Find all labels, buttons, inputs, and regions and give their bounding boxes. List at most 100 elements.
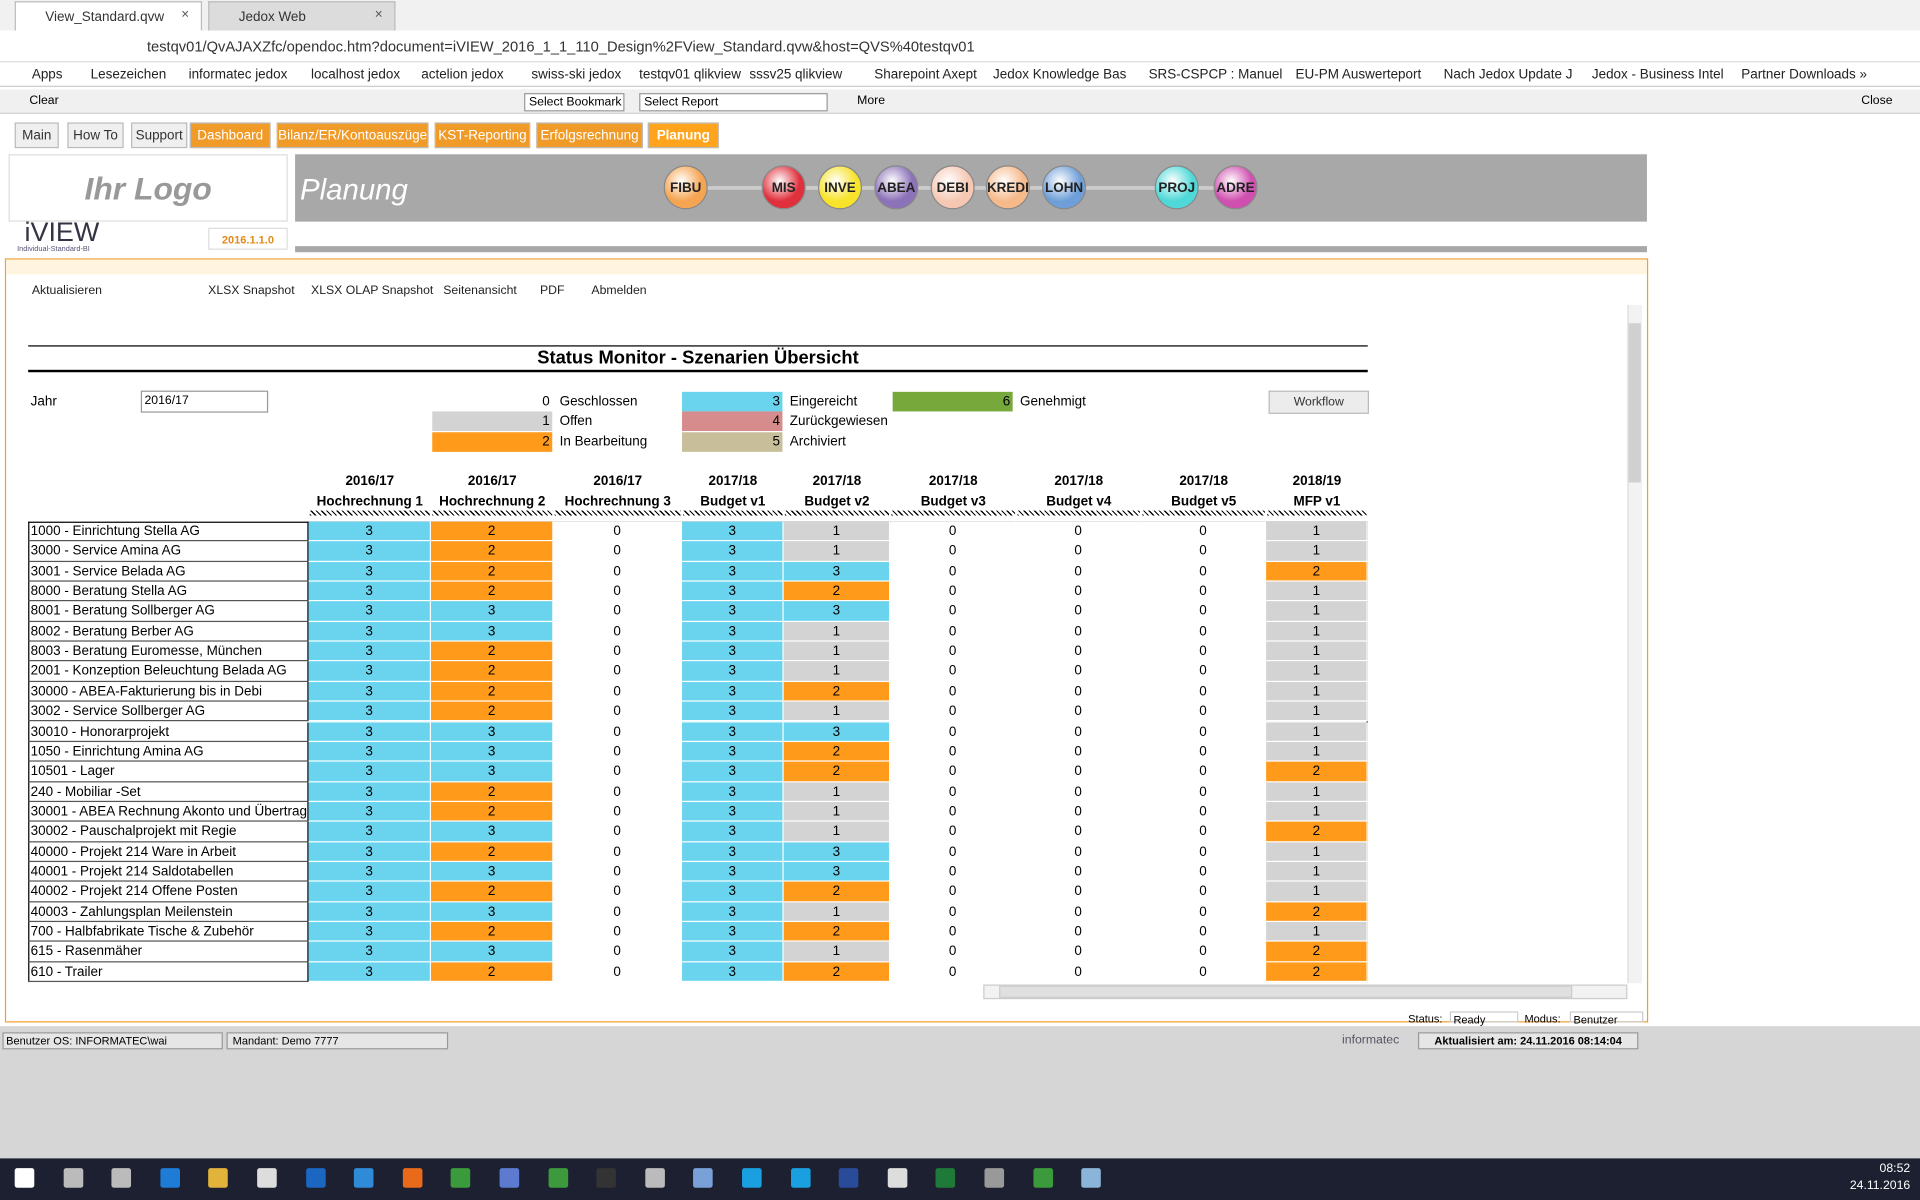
more-button[interactable]: More xyxy=(857,94,886,108)
close-button[interactable]: Close xyxy=(1861,94,1893,108)
status-cell: 2 xyxy=(1266,962,1368,983)
row-name: 30002 - Pauschalprojekt mit Regie xyxy=(28,821,309,842)
toolbar-button[interactable]: PDF xyxy=(540,284,565,298)
workflow-button[interactable]: Workflow xyxy=(1268,390,1369,414)
taskbar-icon[interactable] xyxy=(451,1168,471,1188)
status-cell: 0 xyxy=(1016,701,1142,722)
row-name: 8000 - Beratung Stella AG xyxy=(28,581,309,602)
toolbar-button[interactable]: Abmelden xyxy=(591,284,647,298)
status-cell: 0 xyxy=(890,581,1017,602)
bookmark[interactable]: informatec jedox xyxy=(188,67,288,83)
company-logo: informatec xyxy=(1342,1033,1400,1047)
bookmark[interactable]: actelion jedox xyxy=(421,67,504,83)
toolbar-button[interactable]: Aktualisieren xyxy=(31,284,102,298)
sheet-tab[interactable]: Planung xyxy=(647,122,719,149)
bookmark[interactable]: EU-PM Auswerteport xyxy=(1295,67,1422,83)
bookmark[interactable]: Apps xyxy=(31,67,63,83)
toolbar-button[interactable]: XLSX OLAP Snapshot xyxy=(311,284,434,298)
module-button[interactable]: KREDI xyxy=(985,165,1030,210)
status-cell: 1 xyxy=(1266,601,1368,622)
bookmark[interactable]: Lesezeichen xyxy=(90,67,167,83)
taskbar-icon[interactable] xyxy=(257,1168,277,1188)
clock-date: 24.11.2016 xyxy=(1849,1179,1911,1193)
taskbar-icon[interactable] xyxy=(645,1168,665,1188)
taskbar-icon[interactable] xyxy=(499,1168,520,1188)
bookmark[interactable]: swiss-ski jedox xyxy=(531,67,622,83)
sheet-tab[interactable]: Support xyxy=(131,122,188,149)
status-cell: 3 xyxy=(308,701,432,722)
status-cell: 0 xyxy=(1141,601,1267,622)
bookmark[interactable]: Nach Jedox Update J xyxy=(1443,67,1573,83)
sheet-tab[interactable]: KST-Reporting xyxy=(434,122,531,149)
bookmark[interactable]: localhost jedox xyxy=(311,67,401,83)
taskbar-icon[interactable] xyxy=(111,1168,132,1188)
sheet-tab[interactable]: Main xyxy=(14,122,59,149)
taskbar-icon[interactable] xyxy=(63,1168,83,1188)
column-hatch xyxy=(432,510,553,516)
sheet-tab[interactable]: Bilanz/ER/Kontoauszüge xyxy=(276,122,429,149)
status-cell: 3 xyxy=(682,541,784,562)
status-cell: 3 xyxy=(308,821,432,842)
taskbar-icon[interactable] xyxy=(839,1168,859,1188)
clear-button[interactable]: Clear xyxy=(29,94,59,108)
module-button[interactable]: LOHN xyxy=(1042,165,1087,210)
address-bar xyxy=(0,30,1920,63)
bookmark[interactable]: testqv01 qlikview xyxy=(639,67,742,83)
taskbar-icon[interactable] xyxy=(596,1168,617,1188)
taskbar-icon[interactable] xyxy=(548,1168,568,1188)
taskbar-icon[interactable] xyxy=(742,1168,762,1188)
taskbar-icon[interactable] xyxy=(160,1168,180,1188)
status-cell: 0 xyxy=(1141,821,1267,842)
taskbar-icon[interactable] xyxy=(402,1168,423,1188)
taskbar-icon[interactable] xyxy=(14,1168,35,1188)
status-cell: 0 xyxy=(553,861,683,882)
status-cell: 2 xyxy=(431,881,554,903)
taskbar-icon[interactable] xyxy=(887,1168,908,1188)
status-cell: 3 xyxy=(431,741,554,762)
browser-tab[interactable]: Jedox Web xyxy=(208,1,396,31)
status-cell: 0 xyxy=(890,781,1017,802)
module-button[interactable]: ADRE xyxy=(1213,165,1258,210)
bookmark[interactable]: Sharepoint Axept xyxy=(874,67,977,83)
taskbar-icon[interactable] xyxy=(693,1168,714,1188)
taskbar-icon[interactable] xyxy=(354,1168,374,1188)
toolbar-button[interactable]: XLSX Snapshot xyxy=(208,284,295,298)
status-cell: 3 xyxy=(682,902,784,923)
column-year: 2017/18 xyxy=(1179,473,1229,489)
bookmark-select[interactable]: Select Bookmark xyxy=(524,93,625,112)
report-select[interactable]: Select Report xyxy=(639,93,828,112)
module-button[interactable]: MIS xyxy=(761,165,806,210)
bookmark[interactable]: Partner Downloads » xyxy=(1741,67,1868,83)
status-cell: 2 xyxy=(431,841,554,862)
taskbar-icon[interactable] xyxy=(1032,1168,1053,1188)
status-cell: 0 xyxy=(1141,781,1267,802)
url-field[interactable]: testqv01/QvAJAXZfc/opendoc.htm?document=… xyxy=(146,37,975,56)
taskbar-icon[interactable] xyxy=(984,1168,1005,1188)
status-cell: 0 xyxy=(1016,902,1142,923)
status-cell: 3 xyxy=(308,902,432,923)
status-cell: 3 xyxy=(682,601,784,622)
browser-tab[interactable]: View_Standard.qvw xyxy=(14,1,203,31)
bookmark[interactable]: sssv25 qlikview xyxy=(749,67,843,83)
column-name: Hochrechnung 2 xyxy=(439,494,546,510)
bookmark[interactable]: Jedox - Business Intel xyxy=(1591,67,1724,83)
taskbar-icon[interactable] xyxy=(1081,1168,1102,1188)
module-button[interactable]: FIBU xyxy=(663,165,708,210)
year-select[interactable]: 2016/17 xyxy=(140,390,269,413)
bookmark[interactable]: Jedox Knowledge Bas xyxy=(993,67,1127,83)
page-title: Planung xyxy=(300,173,408,207)
sheet-tab[interactable]: Dashboard xyxy=(189,122,271,149)
module-button[interactable]: DEBI xyxy=(930,165,975,210)
module-button[interactable]: INVE xyxy=(817,165,863,210)
status-cell: 3 xyxy=(308,721,432,742)
taskbar-icon[interactable] xyxy=(935,1168,956,1188)
toolbar-button[interactable]: Seitenansicht xyxy=(443,284,517,298)
sheet-tab[interactable]: How To xyxy=(67,122,124,149)
taskbar-icon[interactable] xyxy=(208,1168,229,1188)
taskbar-icon[interactable] xyxy=(790,1168,811,1188)
bookmark[interactable]: SRS-CSPCP : Manuel xyxy=(1148,67,1283,83)
taskbar-icon[interactable] xyxy=(305,1168,326,1188)
sheet-tab[interactable]: Erfolgsrechnung xyxy=(536,122,643,149)
module-button[interactable]: PROJ xyxy=(1154,165,1199,210)
module-button[interactable]: ABEA xyxy=(874,165,919,210)
